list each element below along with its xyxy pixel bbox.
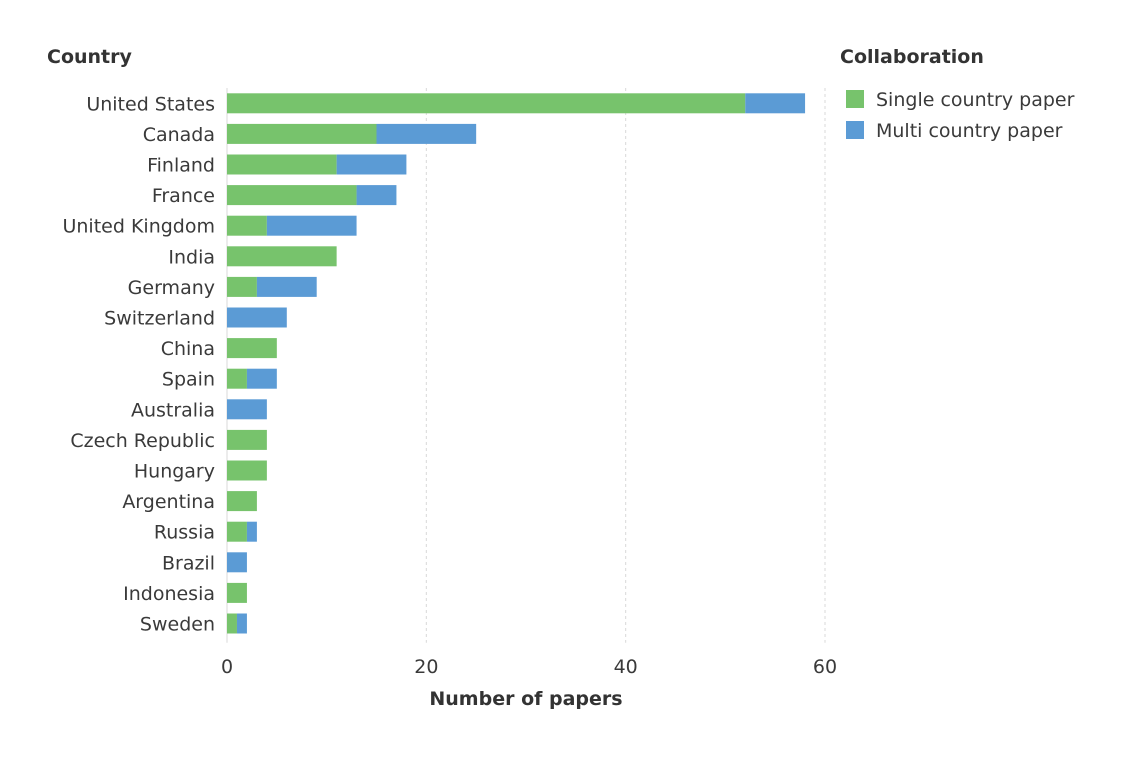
bar-segment: [227, 93, 746, 114]
y-tick-label: Brazil: [162, 552, 215, 574]
y-tick-label: France: [152, 185, 215, 207]
bar-segment: [236, 613, 247, 634]
x-axis-title: Number of papers: [429, 688, 622, 710]
y-tick-label: Hungary: [134, 461, 215, 483]
bar-segment: [227, 491, 257, 512]
bar-segment: [256, 276, 317, 297]
bar-segment: [227, 246, 337, 267]
bars-layer: [227, 93, 806, 634]
y-tick-label: Spain: [162, 369, 215, 391]
y-tick-label: Russia: [154, 522, 215, 544]
legend-title: Collaboration: [840, 46, 984, 68]
y-tick-label: Argentina: [122, 491, 215, 513]
bar-segment: [227, 307, 287, 328]
legend-swatch: [846, 90, 864, 108]
bar-segment: [356, 185, 397, 206]
bar-segment: [227, 338, 277, 359]
y-tick-labels: United States Canada Finland France United K…: [62, 93, 215, 635]
bar-segment: [227, 521, 247, 542]
legend-label: Single country paper: [876, 89, 1075, 111]
y-tick-label: Sweden: [140, 614, 215, 636]
y-tick-label: Switzerland: [104, 308, 215, 330]
bar-segment: [376, 123, 477, 144]
bar-segment: [745, 93, 806, 114]
bar-segment: [227, 368, 247, 389]
y-tick-label: Indonesia: [123, 583, 215, 605]
bar-segment: [246, 521, 257, 542]
bar-segment: [227, 154, 337, 175]
x-tick-label: 60: [813, 656, 837, 678]
bar-segment: [266, 215, 357, 236]
bar-segment: [227, 613, 237, 634]
bar-segment: [227, 460, 267, 481]
y-tick-label: India: [168, 246, 215, 268]
legend-label: Multi country paper: [876, 120, 1063, 142]
y-tick-label: Germany: [128, 277, 215, 299]
x-tick-label: 0: [221, 656, 233, 678]
x-tick-label: 40: [614, 656, 638, 678]
x-tick-labels: 0 20 40 60: [221, 656, 837, 678]
y-axis-title: Country: [47, 46, 133, 68]
bar-segment: [227, 185, 357, 206]
y-tick-label: Australia: [131, 399, 215, 421]
bar-segment: [227, 429, 267, 450]
y-tick-label: Finland: [147, 155, 215, 177]
bar-segment: [227, 399, 267, 420]
y-tick-label: Canada: [143, 124, 215, 146]
legend-swatch: [846, 121, 864, 139]
y-tick-label: United Kingdom: [62, 216, 215, 238]
y-tick-label: China: [161, 338, 215, 360]
bar-segment: [227, 215, 267, 236]
y-tick-label: United States: [86, 93, 215, 115]
bar-segment: [227, 123, 377, 144]
bar-segment: [227, 276, 257, 297]
y-tick-label: Czech Republic: [70, 430, 215, 452]
bar-segment: [227, 582, 247, 603]
legend: Single country paper Multi country paper: [846, 89, 1075, 142]
x-tick-label: 20: [414, 656, 438, 678]
bar-segment: [246, 368, 277, 389]
bar-segment: [336, 154, 407, 175]
bar-segment: [227, 552, 247, 573]
grid-layer: [226, 88, 826, 643]
